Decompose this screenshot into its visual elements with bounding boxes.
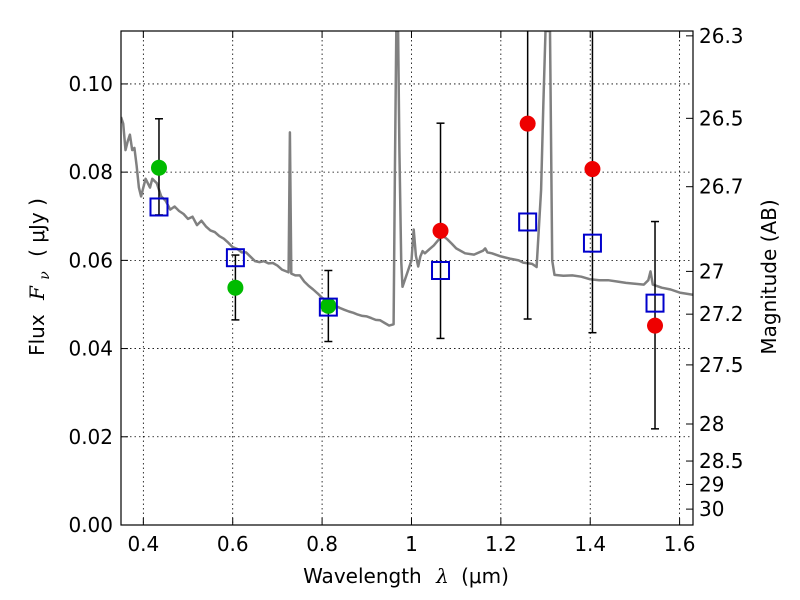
magnitude-tick-label: 29: [699, 472, 724, 496]
optical-flux-point: [150, 159, 167, 176]
magnitude-tick-label: 26.7: [699, 175, 744, 199]
x-tick-label: 1: [405, 532, 418, 556]
y-axis-label: Flux: [25, 314, 49, 356]
nir-flux-point: [432, 222, 449, 239]
model-photometry-square: [431, 261, 451, 281]
y-tick-label: 0.08: [68, 160, 113, 184]
x-tick-label: 1.2: [485, 532, 517, 556]
y-axis-subscript: ν: [37, 271, 53, 280]
axis-ticks: 0.4 0.6 0.8 1 1.2 1.4 1.6 0.00 0.02 0.04 0.06 0.08 0…: [68, 24, 743, 556]
x-tick-label: 1.6: [664, 532, 696, 556]
model-photometry-square: [518, 212, 538, 232]
magnitude-tick-label: 28.5: [699, 449, 744, 473]
magnitude-tick-label: 27.5: [699, 353, 744, 377]
plot-frame: [120, 30, 694, 526]
magnitude-tick-label: 30: [699, 497, 724, 521]
right-axis-title: Magnitude (AB): [757, 199, 781, 354]
optical-flux-point: [227, 279, 244, 296]
y-tick-label: 0.06: [68, 248, 113, 272]
y-tick-label: 0.10: [68, 72, 113, 96]
nir-flux-point: [647, 317, 664, 334]
x-axis-symbol: λ: [435, 564, 449, 588]
model-photometry-square: [149, 197, 169, 217]
x-axis-title: Wavelength λ (μm): [303, 564, 509, 588]
magnitude-tick-label: 27.2: [699, 302, 744, 326]
y-axis-title: Flux F ν ( μJy ): [25, 198, 54, 356]
model-photometry-square: [225, 248, 245, 268]
y-axis-unit: ( μJy ): [25, 198, 49, 257]
optical-flux-point: [320, 297, 337, 314]
template-spectrum-line: [121, 31, 693, 327]
model-photometry-square: [318, 297, 338, 317]
y-axis-symbol: F: [25, 285, 49, 301]
x-tick-label: 0.8: [306, 532, 338, 556]
x-tick-label: 0.6: [217, 532, 249, 556]
nir-flux-point: [519, 115, 536, 132]
x-tick-label: 1.4: [574, 532, 606, 556]
y-tick-label: 0.00: [68, 513, 113, 537]
x-axis-unit: (μm): [461, 564, 509, 588]
magnitude-tick-label: 26.3: [699, 24, 744, 48]
x-axis-label: Wavelength: [303, 564, 422, 588]
x-tick-label: 0.4: [127, 532, 159, 556]
model-photometry-square: [645, 293, 665, 313]
magnitude-tick-label: 28: [699, 412, 724, 436]
magnitude-tick-label: 26.5: [699, 106, 744, 130]
y-tick-label: 0.04: [68, 337, 113, 361]
grid-lines: [121, 31, 693, 525]
nir-flux-point: [584, 161, 601, 178]
magnitude-tick-label: 27: [699, 259, 724, 283]
model-photometry-square: [582, 233, 602, 253]
y-tick-label: 0.02: [68, 425, 113, 449]
plot-area: [121, 31, 693, 430]
